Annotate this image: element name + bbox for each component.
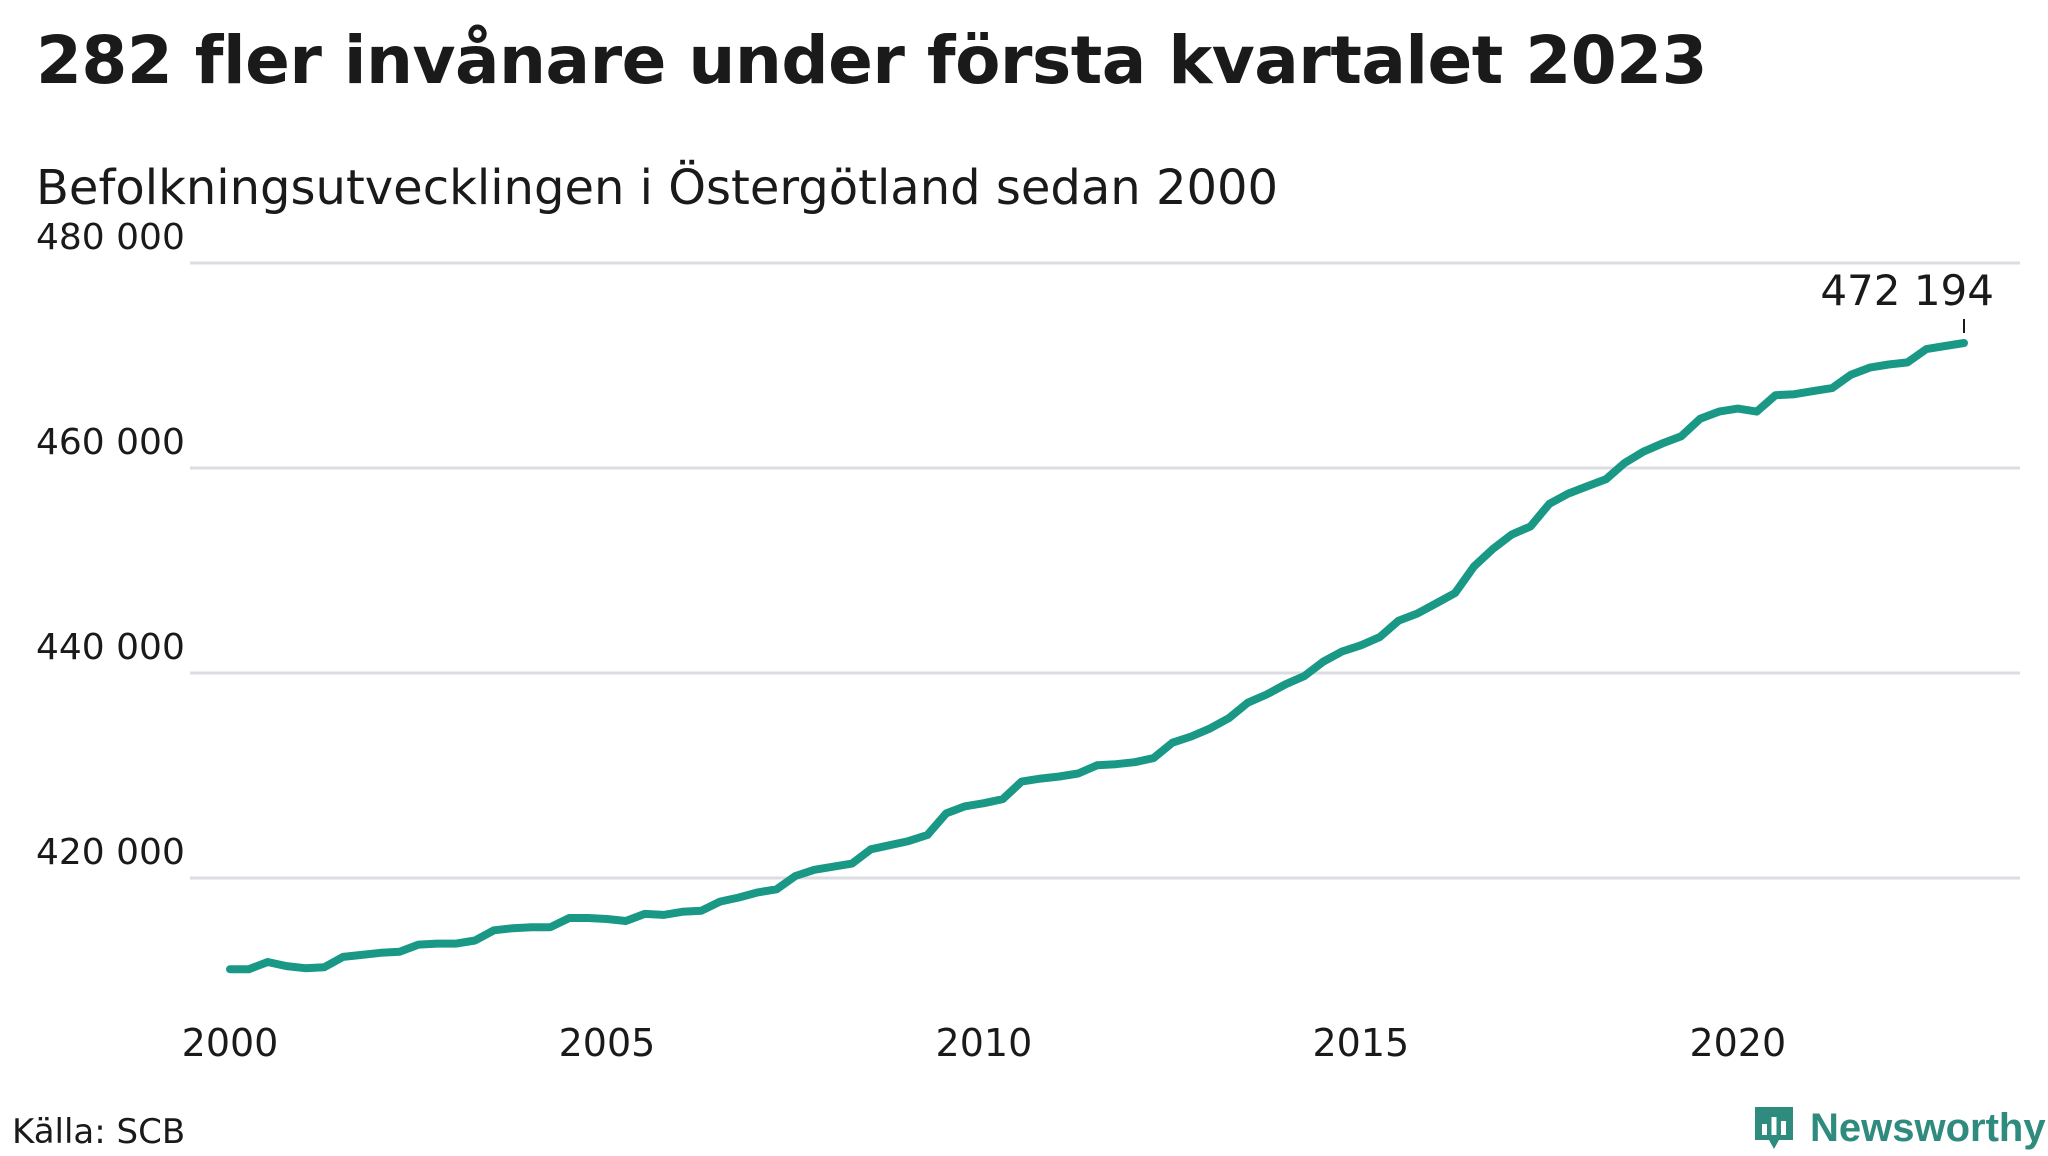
end-value-label: 472 194 bbox=[1820, 266, 1994, 315]
newsworthy-logo-icon bbox=[1755, 1107, 1793, 1149]
x-tick-label: 2005 bbox=[559, 1021, 656, 1065]
source-label: Källa: SCB bbox=[12, 1112, 186, 1152]
grid-lines bbox=[190, 261, 2020, 880]
newsworthy-logo: Newsworthy bbox=[1752, 1100, 2046, 1156]
series bbox=[226, 339, 1968, 974]
population-line bbox=[226, 339, 1968, 974]
y-tick-label: 420 000 bbox=[36, 832, 185, 873]
y-tick-label: 440 000 bbox=[36, 627, 185, 668]
x-tick-label: 2015 bbox=[1313, 1021, 1410, 1065]
x-tick-label: 2020 bbox=[1689, 1021, 1786, 1065]
y-axis-ticks: 420 000 440 000 460 000 480 000 bbox=[36, 217, 185, 873]
chart-subtitle: Befolkningsutvecklingen i Östergötland s… bbox=[36, 160, 1279, 216]
brand-name: Newsworthy bbox=[1810, 1105, 2046, 1150]
annotations: 472 194 bbox=[1820, 266, 1994, 334]
x-tick-label: 2000 bbox=[182, 1021, 279, 1065]
x-tick-label: 2010 bbox=[936, 1021, 1033, 1065]
y-tick-label: 480 000 bbox=[36, 217, 185, 258]
y-tick-label: 460 000 bbox=[36, 422, 185, 463]
chart-title: 282 fler invånare under första kvartalet… bbox=[36, 22, 1708, 99]
x-axis-ticks: 2000 2005 2010 2015 2020 bbox=[182, 1021, 1787, 1065]
